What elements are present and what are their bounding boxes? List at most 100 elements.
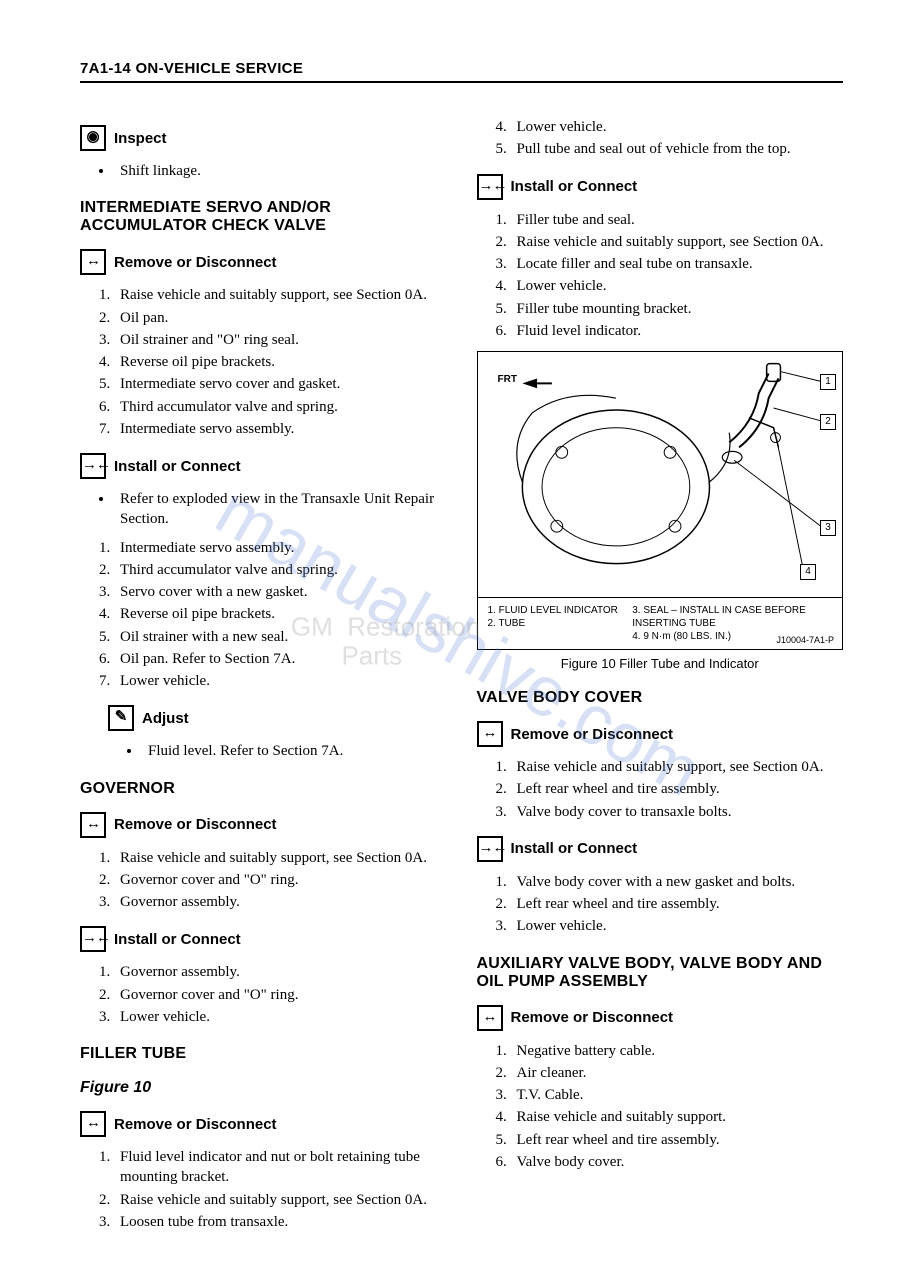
valve-install-label: Install or Connect [511,840,638,857]
list-item: Governor assembly. [114,962,447,982]
inspect-list: Shift linkage. [80,161,447,181]
inspect-icon: ◉ [80,125,106,151]
transaxle-svg [478,352,843,597]
list-item: Lower vehicle. [114,671,447,691]
aux-remove-list: Negative battery cable. Air cleaner. T.V… [477,1041,844,1173]
gov-remove-list: Raise vehicle and suitably support, see … [80,848,447,913]
install2-label: Install or Connect [511,178,638,195]
governor-heading: GOVERNOR [80,780,447,798]
disconnect-icon: ↔ [80,249,106,275]
list-item: Reverse oil pipe brackets. [114,352,447,372]
servo-heading: INTERMEDIATE SERVO AND/OR ACCUMULATOR CH… [80,199,447,235]
callout-3: 3 [820,520,836,536]
list-item: Fluid level indicator. [511,321,844,341]
adjust-label: Adjust [142,710,189,727]
list-item: Raise vehicle and suitably support, see … [511,232,844,252]
list-item: Raise vehicle and suitably support. [511,1107,844,1127]
connect-icon: →← [477,174,503,200]
list-item: Governor cover and "O" ring. [114,985,447,1005]
gov-install-label: Install or Connect [114,931,241,948]
filler-remove-heading: ↔ Remove or Disconnect [80,1111,447,1137]
legend-1: 1. FLUID LEVEL INDICATOR [488,604,619,617]
list-item: Servo cover with a new gasket. [114,582,447,602]
install2-list: Filler tube and seal. Raise vehicle and … [477,210,844,342]
filler-remove-list: Fluid level indicator and nut or bolt re… [80,1147,447,1232]
list-item: Fluid level indicator and nut or bolt re… [114,1147,447,1188]
list-item: Oil strainer with a new seal. [114,627,447,647]
list-item: Valve body cover. [511,1152,844,1172]
list-item: Pull tube and seal out of vehicle from t… [511,139,844,159]
figure-10: FRT 1 2 3 4 1. FLUID LEVEL INDICATOR 2. … [477,351,844,650]
install1-bullets: Refer to exploded view in the Transaxle … [80,489,447,530]
filler-heading: FILLER TUBE [80,1045,447,1063]
list-item: Oil pan. Refer to Section 7A. [114,649,447,669]
gov-remove-label: Remove or Disconnect [114,816,277,833]
install1-list: Intermediate servo assembly. Third accum… [80,538,447,692]
list-item: Valve body cover with a new gasket and b… [511,872,844,892]
remove-label: Remove or Disconnect [114,254,277,271]
install-label: Install or Connect [114,458,241,475]
valve-install-list: Valve body cover with a new gasket and b… [477,872,844,937]
legend-2: 2. TUBE [488,617,619,630]
list-item: Lower vehicle. [114,1007,447,1027]
list-item: Third accumulator valve and spring. [114,560,447,580]
list-item: Left rear wheel and tire assembly. [511,1130,844,1150]
list-item: T.V. Cable. [511,1085,844,1105]
disconnect-icon: ↔ [477,1005,503,1031]
aux-remove-label: Remove or Disconnect [511,1009,674,1026]
list-item: Filler tube and seal. [511,210,844,230]
connect-icon: →← [80,926,106,952]
figure-code: J10004-7A1-P [776,635,834,645]
list-item: Lower vehicle. [511,117,844,137]
disconnect-icon: ↔ [477,721,503,747]
remove-heading: ↔ Remove or Disconnect [80,249,447,275]
connect-icon: →← [477,836,503,862]
list-item: Intermediate servo assembly. [114,538,447,558]
list-item: Intermediate servo assembly. [114,419,447,439]
aux-heading: AUXILIARY VALVE BODY, VALVE BODY AND OIL… [477,955,844,991]
gov-install-list: Governor assembly. Governor cover and "O… [80,962,447,1027]
disconnect-icon: ↔ [80,812,106,838]
figure-illustration: FRT 1 2 3 4 [478,352,843,598]
list-item: Governor cover and "O" ring. [114,870,447,890]
cont-list: Lower vehicle. Pull tube and seal out of… [477,117,844,160]
callout-2: 2 [820,414,836,430]
list-item: Raise vehicle and suitably support, see … [114,1190,447,1210]
disconnect-icon: ↔ [80,1111,106,1137]
list-item: Left rear wheel and tire assembly. [511,779,844,799]
list-item: Locate filler and seal tube on transaxle… [511,254,844,274]
right-column: Lower vehicle. Pull tube and seal out of… [477,111,844,1242]
figure-ref: Figure 10 [80,1079,447,1097]
list-item: Negative battery cable. [511,1041,844,1061]
figure-caption: Figure 10 Filler Tube and Indicator [477,656,844,671]
list-item: Oil strainer and "O" ring seal. [114,330,447,350]
list-item: Raise vehicle and suitably support, see … [114,285,447,305]
inspect-label: Inspect [114,130,167,147]
list-item: Valve body cover to transaxle bolts. [511,802,844,822]
list-item: Lower vehicle. [511,276,844,296]
list-item: Shift linkage. [114,161,447,181]
inspect-heading: ◉ Inspect [80,125,447,151]
gov-remove-heading: ↔ Remove or Disconnect [80,812,447,838]
list-item: Loosen tube from transaxle. [114,1212,447,1232]
list-item: Raise vehicle and suitably support, see … [114,848,447,868]
aux-remove-heading: ↔ Remove or Disconnect [477,1005,844,1031]
list-item: Third accumulator valve and spring. [114,397,447,417]
gov-install-heading: →← Install or Connect [80,926,447,952]
page-header: 7A1-14 ON-VEHICLE SERVICE [80,60,843,83]
list-item: Intermediate servo cover and gasket. [114,374,447,394]
install-heading: →← Install or Connect [80,453,447,479]
valve-remove-list: Raise vehicle and suitably support, see … [477,757,844,822]
valve-remove-label: Remove or Disconnect [511,726,674,743]
adjust-heading: ✎ Adjust [108,705,447,731]
valve-install-heading: →← Install or Connect [477,836,844,862]
filler-remove-label: Remove or Disconnect [114,1116,277,1133]
valve-heading: VALVE BODY COVER [477,689,844,707]
list-item: Reverse oil pipe brackets. [114,604,447,624]
legend-3: 3. SEAL – INSTALL IN CASE BEFORE INSERTI… [632,604,832,630]
list-item: Raise vehicle and suitably support, see … [511,757,844,777]
list-item: Air cleaner. [511,1063,844,1083]
valve-remove-heading: ↔ Remove or Disconnect [477,721,844,747]
list-item: Fluid level. Refer to Section 7A. [142,741,447,761]
list-item: Filler tube mounting bracket. [511,299,844,319]
